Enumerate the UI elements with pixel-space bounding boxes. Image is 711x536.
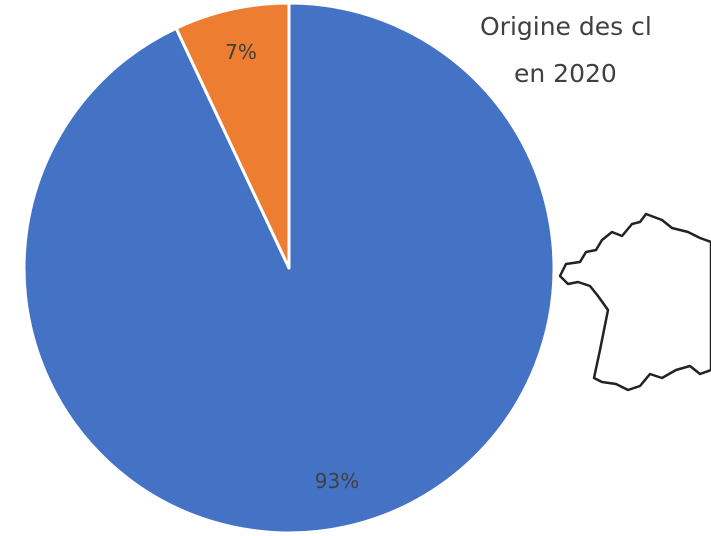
data-label: 7% — [225, 40, 257, 64]
pie-slice — [174, 1, 291, 270]
data-label: 93% — [315, 469, 359, 493]
chart-title: en 2020 — [514, 59, 617, 88]
chart-title: Origine des cl — [480, 12, 652, 41]
france-map — [558, 212, 711, 392]
